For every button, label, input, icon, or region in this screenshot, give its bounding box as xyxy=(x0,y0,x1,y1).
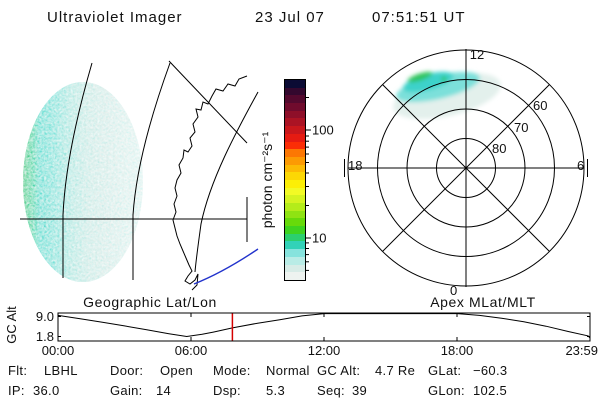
app-title: Ultraviolet Imager xyxy=(47,9,183,26)
meridian-line-west xyxy=(62,62,93,278)
mlt-18-label: 18 xyxy=(348,158,362,173)
mode-value: Normal xyxy=(266,363,310,378)
ip-label: IP: xyxy=(8,383,25,398)
colorbar-gradient xyxy=(285,80,305,280)
geographic-panel: Geographic Lat/Lon xyxy=(20,60,259,310)
glon-label: GLon: xyxy=(428,383,465,398)
glat-label: GLat: xyxy=(428,363,462,378)
polar-labels: 12 18 6 0 60 70 80 xyxy=(348,47,584,298)
alt-xtick-1800: 18:00 xyxy=(441,343,474,358)
colorbar-ticks xyxy=(305,97,311,271)
door-label: Door: xyxy=(110,363,144,378)
aurora-patch xyxy=(393,71,501,120)
mlt-0-label: 0 xyxy=(450,283,457,298)
gc-alt-value: 4.7 Re xyxy=(375,363,416,378)
dsp-label: Dsp: xyxy=(213,383,241,398)
ip-value: 36.0 xyxy=(33,383,60,398)
coastline xyxy=(172,75,248,291)
latitude-diagonal-line xyxy=(168,60,248,144)
flt-value: LBHL xyxy=(44,363,78,378)
dayglow-speckle xyxy=(23,82,143,282)
polar-panel: 12 18 6 0 60 70 80 Apex MLat/MLT xyxy=(344,47,588,310)
equator-line xyxy=(20,197,248,242)
seq-label: Seq: xyxy=(317,383,345,398)
seq-value: 39 xyxy=(352,383,368,398)
mlt-12-label: 12 xyxy=(470,47,484,62)
alt-plot-frame xyxy=(57,312,591,342)
colorbar: 100 10 photon cm⁻²s⁻¹ xyxy=(259,79,334,281)
mlt-6-label: 6 xyxy=(577,158,584,173)
alt-ytick-9: 9.0 xyxy=(36,309,54,324)
altitude-curve xyxy=(57,313,591,339)
colorbar-tick-10: 10 xyxy=(312,231,326,246)
gain-value: 14 xyxy=(156,383,172,398)
alt-plot-labels: GC Alt 9.0 1.8 00:00 06:00 12:00 18:00 2… xyxy=(4,306,598,358)
glon-value: 102.5 xyxy=(473,383,508,398)
gc-alt-label: GC Alt: xyxy=(317,363,361,378)
mode-label: Mode: xyxy=(213,363,251,378)
colorbar-tick-100: 100 xyxy=(312,123,334,138)
alt-xtick-2359: 23:59 xyxy=(565,343,598,358)
alt-xtick-0600: 06:00 xyxy=(175,343,208,358)
glat-value: −60.3 xyxy=(473,363,508,378)
terminator-arc xyxy=(193,248,259,285)
date-readout: 23 Jul 07 xyxy=(255,9,325,26)
alt-xtick-0000: 00:00 xyxy=(42,343,75,358)
gc-alt-plot: GC Alt 9.0 1.8 00:00 06:00 12:00 18:00 2… xyxy=(4,306,598,358)
time-readout: 07:51:51 UT xyxy=(372,9,466,26)
flt-label: Flt: xyxy=(8,363,28,378)
meridian-line-east xyxy=(194,91,259,273)
door-value: Open xyxy=(160,363,194,378)
polar-caption: Apex MLat/MLT xyxy=(430,294,536,310)
mlat-70-label: 70 xyxy=(514,120,528,135)
colorbar-units-label: photon cm⁻²s⁻¹ xyxy=(259,131,275,228)
alt-xtick-1200: 12:00 xyxy=(308,343,341,358)
meridian-line-mid xyxy=(132,62,171,280)
colorbar-border xyxy=(284,79,306,281)
geographic-caption: Geographic Lat/Lon xyxy=(83,294,217,310)
gain-label: Gain: xyxy=(110,383,143,398)
alt-plot-ticks xyxy=(58,313,590,341)
polar-grid xyxy=(344,49,588,287)
mlat-80-label: 80 xyxy=(492,141,506,156)
dsp-value: 5.3 xyxy=(266,383,285,398)
alt-ytick-1-8: 1.8 xyxy=(36,329,54,344)
alt-y-axis-title: GC Alt xyxy=(4,306,19,344)
mlat-60-label: 60 xyxy=(533,98,547,113)
